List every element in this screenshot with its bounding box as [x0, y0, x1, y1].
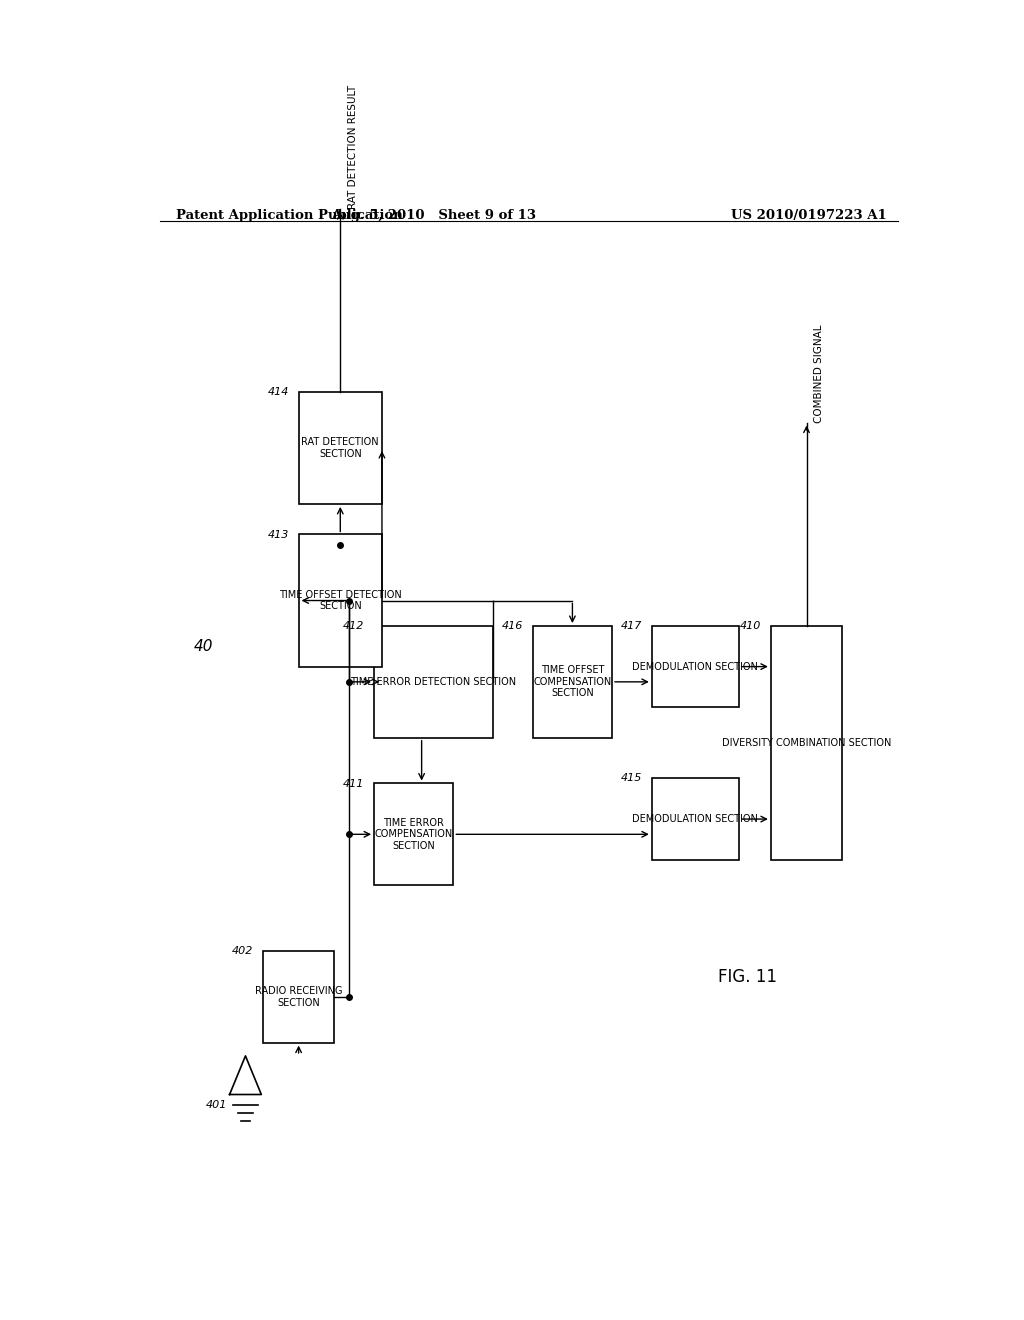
Bar: [652, 779, 739, 859]
Text: 417: 417: [621, 620, 642, 631]
Text: 401: 401: [206, 1100, 227, 1110]
Bar: [299, 535, 382, 667]
Text: DEMODULATION SECTION: DEMODULATION SECTION: [633, 661, 759, 672]
Bar: [771, 626, 842, 859]
Text: RAT DETECTION
SECTION: RAT DETECTION SECTION: [301, 437, 379, 459]
Text: COMBINED SIGNAL: COMBINED SIGNAL: [814, 325, 824, 422]
Text: TIME ERROR
COMPENSATION
SECTION: TIME ERROR COMPENSATION SECTION: [375, 817, 453, 851]
Text: 410: 410: [740, 620, 761, 631]
Text: RAT DETECTION RESULT: RAT DETECTION RESULT: [348, 84, 358, 210]
Text: TIME OFFSET
COMPENSATION
SECTION: TIME OFFSET COMPENSATION SECTION: [534, 665, 611, 698]
Text: FIG. 11: FIG. 11: [718, 968, 776, 986]
Text: RADIO RECEIVING
SECTION: RADIO RECEIVING SECTION: [255, 986, 342, 1007]
Text: 402: 402: [232, 946, 253, 956]
Text: DIVERSITY COMBINATION SECTION: DIVERSITY COMBINATION SECTION: [722, 738, 891, 748]
Text: DEMODULATION SECTION: DEMODULATION SECTION: [633, 814, 759, 824]
Text: Patent Application Publication: Patent Application Publication: [176, 209, 402, 222]
Bar: [532, 626, 612, 738]
Text: Aug. 5, 2010   Sheet 9 of 13: Aug. 5, 2010 Sheet 9 of 13: [331, 209, 536, 222]
Text: 411: 411: [343, 779, 365, 788]
Text: 412: 412: [343, 620, 365, 631]
Text: US 2010/0197223 A1: US 2010/0197223 A1: [731, 209, 887, 222]
Bar: [374, 784, 454, 886]
Text: 40: 40: [194, 639, 213, 653]
Text: 414: 414: [267, 387, 289, 397]
Bar: [652, 626, 739, 708]
Text: 413: 413: [267, 529, 289, 540]
Bar: [263, 952, 334, 1043]
Text: 415: 415: [621, 774, 642, 784]
Text: TIME ERROR DETECTION SECTION: TIME ERROR DETECTION SECTION: [350, 677, 516, 686]
Text: TIME OFFSET DETECTION
SECTION: TIME OFFSET DETECTION SECTION: [279, 590, 401, 611]
Bar: [299, 392, 382, 504]
Bar: [374, 626, 493, 738]
Text: 416: 416: [502, 620, 523, 631]
